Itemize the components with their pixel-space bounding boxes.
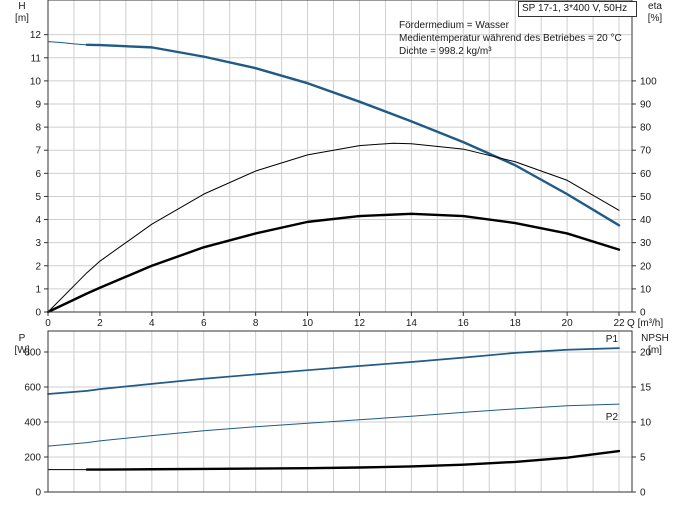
panel1-left-tick-label: 3	[35, 238, 41, 249]
panel1-left-tick-label: 1	[35, 284, 41, 295]
panel1-series-head-line	[85, 43, 621, 227]
chart-title: SP 17-1, 3*400 V, 50Hz	[522, 3, 628, 14]
panel1-x-tick-label: 14	[406, 318, 418, 329]
panel1-right-tick-label: 20	[640, 261, 652, 272]
panel1-x-tick-label: 12	[354, 318, 366, 329]
panel1-x-tick-label: 20	[562, 318, 574, 329]
panel2-left-tick-label: 0	[35, 488, 41, 499]
panel2-series-p2-line	[47, 403, 620, 447]
panel1-left-tick-label: 7	[35, 146, 41, 157]
panel1-plot-frame	[47, 0, 633, 313]
info-line-medium: Fördermedium = Wasser	[399, 20, 509, 31]
panel1-x-tick-label: 18	[510, 318, 522, 329]
panel1-left-tick-label: 0	[35, 308, 41, 319]
panel2-right-tick-label: 5	[640, 453, 646, 464]
panel1-right-axis-title: eta	[648, 1, 662, 12]
panel2-left-tick-label: 800	[24, 348, 41, 359]
info-line-density: Dichte = 998.2 kg/m³	[399, 46, 492, 57]
panel1-left-tick-label: 8	[35, 123, 41, 134]
panel1-right-tick-label: 80	[640, 123, 652, 134]
panel1-right-tick-label: 70	[640, 146, 652, 157]
panel2-series-p1-line	[47, 347, 620, 395]
panel1-x-tick-label: 8	[253, 318, 259, 329]
panel2-right-tick-label: 20	[640, 348, 652, 359]
panel1-left-tick-label: 2	[35, 261, 41, 272]
panel2-plot-frame	[47, 330, 633, 493]
chart-title-box: SP 17-1, 3*400 V, 50Hz	[518, 1, 637, 17]
panel1-x-tick-label: 6	[201, 318, 207, 329]
panel1-right-tick-label: 60	[640, 169, 652, 180]
panel1-right-tick-label: 30	[640, 238, 652, 249]
panel2-series-p1-label: P1	[606, 334, 619, 345]
panel2-left-axis-title: P	[19, 333, 26, 344]
panel1-left-tick-label: 12	[30, 30, 42, 41]
panel2-right-tick-label: 0	[640, 488, 646, 499]
panel1-left-axis-unit: [m]	[15, 13, 29, 24]
panel2-right-axis-title: NPSH	[641, 333, 669, 344]
medium-info: Fördermedium = Wasser Medientemperatur w…	[399, 19, 622, 58]
panel1-series-eta_hydraulic-line	[46, 212, 621, 314]
panel1-x-tick-label: 2	[97, 318, 103, 329]
panel2-left-tick-label: 400	[24, 418, 41, 429]
panel1-left-tick-label: 9	[35, 100, 41, 111]
panel1-right-tick-label: 90	[640, 100, 652, 111]
panel1-series-head_ext-line	[47, 41, 88, 46]
panel2-series-npsh-line	[85, 449, 621, 471]
panel1-x-tick-label: 4	[149, 318, 155, 329]
panel1-right-tick-label: 10	[640, 284, 652, 295]
panel1-right-tick-label: 0	[640, 308, 646, 319]
panel1-left-tick-label: 4	[35, 215, 41, 226]
panel1-right-tick-label: 100	[640, 76, 657, 87]
panel1-left-tick-label: 5	[35, 192, 41, 203]
panel1-left-tick-label: 11	[31, 53, 42, 64]
panel1-x-axis-title: Q [m³/h]	[627, 318, 663, 329]
panel2-right-axis-unit: [m]	[648, 345, 662, 356]
info-line-temperature: Medientemperatur während des Betriebes =…	[399, 33, 622, 44]
panel1-left-axis-title: H	[18, 1, 25, 12]
panel1-right-tick-label: 40	[640, 215, 652, 226]
panel1-x-tick-label: 16	[458, 318, 470, 329]
panel2-left-tick-label: 200	[24, 453, 41, 464]
panel1-right-axis-unit: [%]	[648, 13, 663, 24]
panel1-left-tick-label: 10	[30, 76, 42, 87]
panel2-right-tick-label: 15	[640, 383, 652, 394]
panel1-right-tick-label: 50	[640, 192, 652, 203]
panel1-x-tick-label: 22	[613, 318, 625, 329]
panel1-series-eta_total-line	[47, 142, 620, 313]
panel2-right-tick-label: 10	[640, 418, 652, 429]
panel2-left-axis-unit: [W]	[15, 345, 30, 356]
panel1-left-tick-label: 6	[35, 169, 41, 180]
panel2-series-p2-label: P2	[606, 412, 619, 423]
panel1-x-tick-label: 10	[302, 318, 314, 329]
panel2-left-tick-label: 600	[24, 383, 41, 394]
panel1-x-tick-label: 0	[45, 318, 51, 329]
